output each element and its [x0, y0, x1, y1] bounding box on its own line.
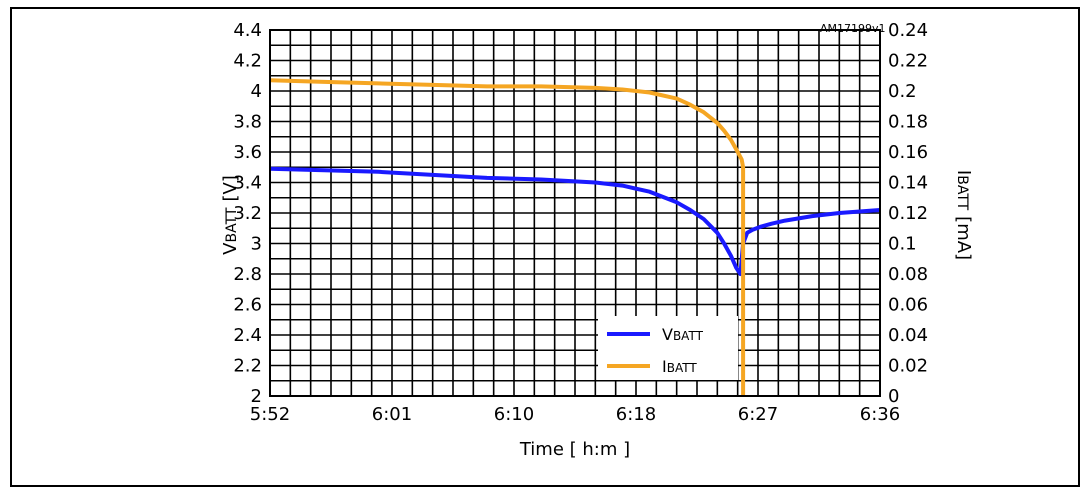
y2-tick-label: 0.14	[888, 173, 928, 194]
y-tick-label: 2	[251, 386, 262, 407]
y-tick-label: 2.2	[233, 356, 262, 377]
plot-border	[269, 29, 881, 397]
y-tick-label: 2.4	[233, 325, 262, 346]
y-tick-label: 4.2	[233, 51, 262, 72]
y-tick-label: 2.8	[233, 264, 262, 285]
y-axis-label-sub: BATT	[224, 207, 240, 242]
y-axis-label: VBATT [V]	[220, 175, 241, 255]
y-tick-label: 4	[251, 81, 262, 102]
y2-tick-label: 0.04	[888, 325, 928, 346]
y2-axis-label: IBATT [mA]	[953, 170, 974, 260]
y2-tick-label: 0.22	[888, 51, 928, 72]
x-tick-label: 6:01	[372, 404, 412, 425]
x-tick-label: 6:27	[738, 404, 778, 425]
x-tick-label: 6:18	[616, 404, 656, 425]
y2-axis-label-main: I	[953, 170, 974, 175]
legend-label-ibatt: IBATT	[662, 357, 697, 376]
x-tick-label: 6:10	[494, 404, 534, 425]
figure-id-label: AM17199v1	[820, 22, 886, 35]
y2-tick-label: 0.24	[888, 20, 928, 41]
y2-tick-label: 0.1	[888, 234, 917, 255]
x-axis-label: Time [ h:m ]	[519, 439, 630, 460]
y-tick-label: 2.6	[233, 295, 262, 316]
y2-tick-label: 0.08	[888, 264, 928, 285]
legend-label-vbatt: VBATT	[662, 325, 704, 344]
series-line-vbatt	[269, 166, 881, 276]
y2-tick-label: 0.16	[888, 142, 928, 163]
x-tick-label: 6:36	[860, 404, 900, 425]
y2-axis-label-sub: BATT	[954, 175, 970, 210]
series-line-ibatt	[269, 78, 746, 396]
y-axis-label-unit: [V]	[220, 175, 241, 201]
x-axis-ticks: 5:52 6:01 6:10 6:18 6:27 6:36	[250, 404, 900, 425]
y2-axis-ticks: 0 0.02 0.04 0.06 0.08 0.1 0.12 0.14 0.16 0.18 0.2 0…	[888, 20, 928, 407]
y2-tick-label: 0.12	[888, 203, 928, 224]
chart-series	[269, 78, 881, 396]
y-tick-label: 3.6	[233, 142, 262, 163]
legend-label-ibatt-sub: BATT	[667, 361, 698, 375]
y2-tick-label: 0.02	[888, 356, 928, 377]
y-tick-label: 3.2	[233, 203, 262, 224]
y2-axis-label-unit: [mA]	[953, 216, 974, 260]
y-axis-ticks: 2 2.2 2.4 2.6 2.8 3 3.2 3.4 3.6 3.8 4 4.2 4.4	[233, 20, 262, 407]
x-tick-label: 5:52	[250, 404, 290, 425]
y2-tick-label: 0.18	[888, 112, 928, 133]
y2-tick-label: 0.06	[888, 295, 928, 316]
y-tick-label: 3.8	[233, 112, 262, 133]
y-tick-label: 3	[251, 234, 262, 255]
legend-label-vbatt-main: V	[662, 325, 673, 344]
legend: VBATT IBATT	[598, 316, 738, 380]
legend-label-ibatt-main: I	[662, 357, 667, 376]
chart-grid	[270, 30, 880, 396]
legend-box	[598, 316, 738, 380]
y-axis-label-main: V	[220, 242, 241, 255]
y2-tick-label: 0	[888, 386, 899, 407]
y2-tick-label: 0.2	[888, 81, 917, 102]
y-tick-label: 4.4	[233, 20, 262, 41]
legend-label-vbatt-sub: BATT	[673, 329, 704, 343]
y-tick-label: 3.4	[233, 173, 262, 194]
